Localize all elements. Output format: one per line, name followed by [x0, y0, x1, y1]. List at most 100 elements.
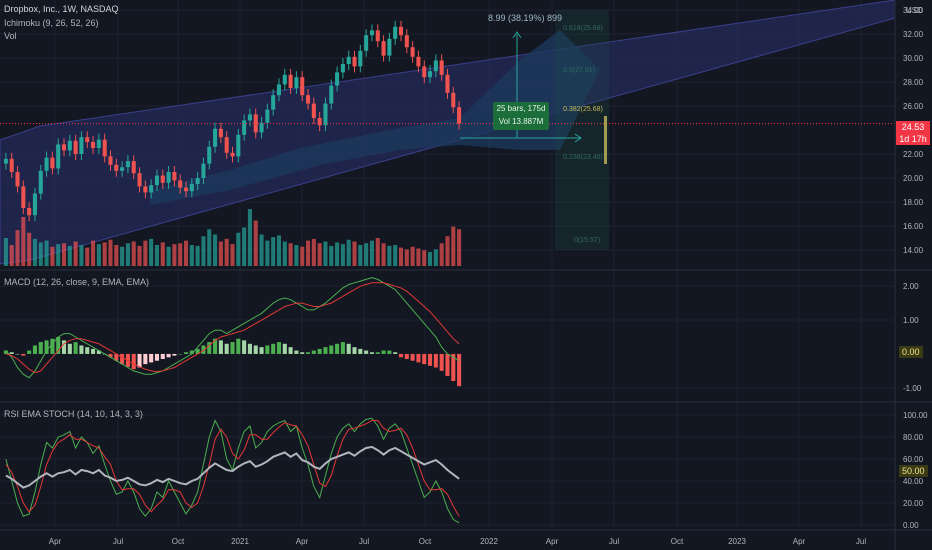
volume-bar [154, 245, 160, 266]
macd-histogram-bar [108, 353, 113, 358]
volume-bar [114, 245, 119, 266]
candle-body [433, 60, 438, 72]
candle-body [102, 139, 107, 157]
price-axis-label: 34.00 [903, 6, 924, 15]
measure-info-box[interactable]: 25 bars, 175d Vol 13.887M [493, 102, 549, 130]
volume-bar [416, 248, 421, 266]
macd-histogram-bar [50, 338, 55, 354]
candle-body [410, 47, 415, 57]
macd-histogram-bar [15, 353, 20, 355]
macd-histogram-bar [38, 342, 43, 354]
time-axis-label: 2023 [728, 537, 746, 546]
candle-body [131, 161, 136, 174]
time-axis-label: Oct [671, 537, 684, 546]
volume-bar [381, 243, 386, 266]
macd-histogram-bar [183, 352, 189, 354]
volume-bar [271, 237, 276, 266]
volume-bar [387, 245, 392, 266]
axis-labels: 34.00 32.00 30.00 28.00 26.00 22.00 20.00 18.00… [49, 6, 928, 546]
candle-body [404, 35, 409, 48]
macd-histogram-bar [300, 352, 305, 354]
ichimoku-legend[interactable]: Ichimoku (9, 26, 52, 26) [4, 18, 99, 28]
candle-body [428, 71, 433, 78]
volume-bar [73, 241, 78, 266]
candle-body [369, 30, 374, 36]
macd-histogram-bar [404, 353, 409, 360]
macd-histogram-bar [149, 353, 154, 363]
candle-body [381, 41, 386, 56]
measure-right-arrow [574, 133, 582, 143]
candle-body [247, 114, 252, 121]
candle-body [451, 92, 456, 108]
volume-bar [44, 240, 49, 266]
volume-bar [323, 241, 328, 266]
candle-body [67, 140, 72, 151]
rsi-series [5, 417, 460, 524]
volume-bar [300, 246, 305, 266]
bar-countdown: 1d 17h [899, 134, 927, 144]
time-axis-label: Jul [609, 537, 619, 546]
stoch-d-line [5, 420, 460, 517]
time-axis-label: Oct [419, 537, 432, 546]
volume-bar [404, 249, 409, 266]
volume-bar [247, 209, 252, 266]
macd-histogram-bar [457, 353, 462, 387]
volume-bar [21, 217, 26, 266]
volume-bar [160, 242, 165, 266]
macd-histogram-bar [346, 343, 351, 354]
macd-histogram-bar [433, 353, 438, 368]
macd-histogram-bar [439, 353, 444, 371]
volume-bar [149, 238, 154, 266]
macd-histogram-bar [201, 345, 206, 354]
volume-bar [67, 245, 72, 266]
volume-bar [340, 244, 345, 266]
currency-label: USD [906, 6, 923, 15]
candle-body [340, 64, 345, 73]
candle-body [242, 120, 247, 135]
candle-body [166, 172, 171, 183]
macd-histogram-bar [195, 348, 200, 354]
vol-legend[interactable]: Vol [4, 31, 17, 41]
fib-retracement-zone[interactable] [555, 10, 609, 250]
candle-body [9, 158, 14, 172]
candle-body [172, 172, 177, 181]
volume-bar [259, 234, 264, 266]
volume-bar [329, 245, 334, 266]
volume-bar [61, 243, 67, 266]
fib-level-label: 0.618(25.68) [563, 25, 603, 32]
chart-title[interactable]: Dropbox, Inc., 1W, NASDAQ [4, 4, 119, 14]
macd-histogram-bar [154, 353, 160, 361]
fib-level-label: 0.236(23.46) [563, 154, 603, 161]
rsi-legend[interactable]: RSI EMA STOCH (14, 10, 14, 3, 3) [4, 409, 143, 419]
volume-bar [218, 241, 223, 266]
volume-bar [201, 236, 206, 266]
time-axis-label: Oct [172, 537, 185, 546]
macd-histogram-bar [305, 352, 311, 354]
volume-bar [178, 243, 183, 266]
volume-bar [253, 220, 258, 266]
measure-top-label: 8.99 (38.19%) 899 [488, 13, 563, 23]
volume-bar [364, 243, 369, 266]
macd-histogram-bar [259, 347, 264, 354]
macd-legend[interactable]: MACD (12, 26, close, 9, EMA, EMA) [4, 277, 150, 287]
candle-body [276, 84, 282, 96]
macd-histogram-bar [61, 340, 67, 354]
last-price-tag: 24.53 1d 17h [896, 121, 930, 145]
last-price-value: 24.53 [901, 122, 925, 132]
volume-bar [346, 239, 351, 266]
volume-bar [451, 226, 456, 266]
macd-histogram-bar [276, 342, 282, 354]
candle-body [213, 128, 218, 147]
macd-histogram-bar [398, 353, 404, 358]
volume-bar [288, 243, 293, 266]
macd-histogram-bar [323, 347, 328, 354]
candle-body [189, 184, 194, 192]
time-axis-label: Apr [49, 537, 62, 546]
candle-body [439, 60, 444, 75]
volume-bar [410, 246, 415, 266]
macd-histogram-bar [44, 340, 49, 354]
candle-body [56, 144, 61, 169]
candle-body [137, 173, 142, 187]
price-axis-label: 14.00 [903, 246, 924, 255]
